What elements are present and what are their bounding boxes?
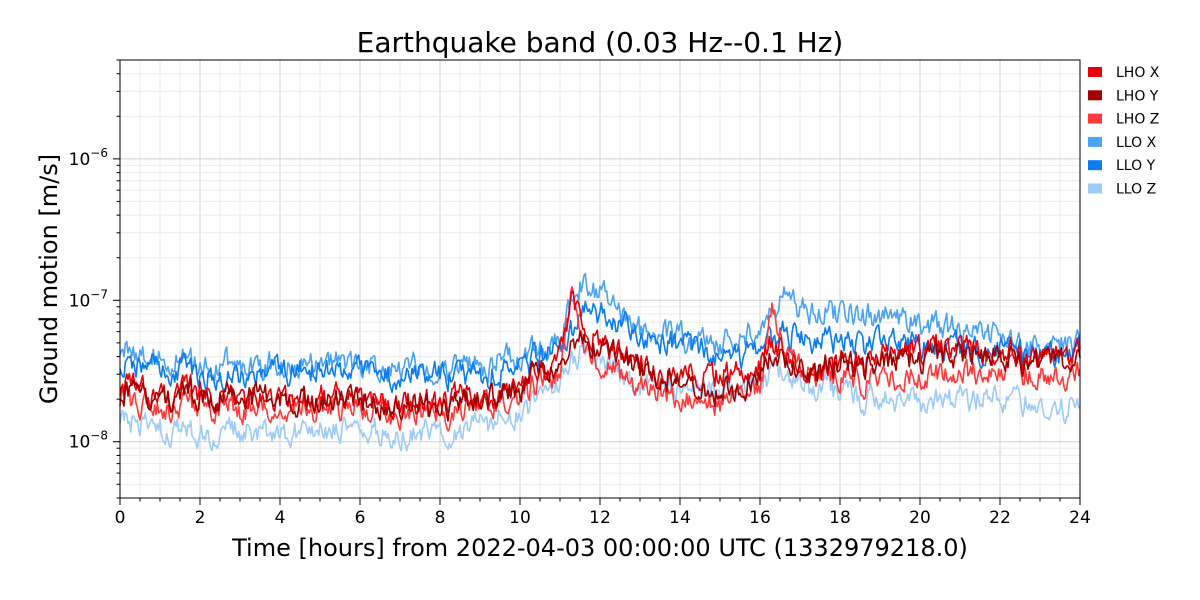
x-tick-label: 24 (1069, 508, 1091, 528)
legend-entry: LLO X (1116, 135, 1157, 151)
legend-swatch (1088, 160, 1102, 171)
legend-swatch (1088, 113, 1102, 124)
x-tick-label: 10 (509, 508, 531, 528)
x-tick-label: 12 (589, 508, 611, 528)
series-line-llo-x (119, 272, 1081, 386)
x-tick-label: 4 (275, 508, 286, 528)
x-tick-label: 0 (115, 508, 126, 528)
y-tick-label: 10−7 (69, 287, 108, 311)
series-line-llo-z (119, 337, 1081, 452)
x-axis-label: Time [hours] from 2022-04-03 00:00:00 UT… (231, 534, 968, 562)
x-tick-label: 20 (909, 508, 931, 528)
y-axis: 10−8 10−7 10−6 (69, 59, 120, 499)
legend-swatch (1088, 67, 1102, 77)
x-tick-label: 18 (829, 508, 851, 528)
legend-entry: LLO Z (1116, 182, 1156, 198)
legend-swatch (1088, 183, 1102, 194)
grid (119, 59, 1081, 499)
y-axis-label: Ground motion [m/s] (35, 154, 63, 404)
chart-title: Earthquake band (0.03 Hz--0.1 Hz) (357, 26, 844, 59)
x-axis: 0 2 4 6 8 10 12 14 16 18 20 22 24 (115, 498, 1091, 528)
legend-swatch (1088, 90, 1102, 101)
y-tick-label: 10−8 (69, 429, 108, 453)
legend-entry: LHO X (1116, 65, 1160, 81)
legend-entry: LHO Z (1116, 112, 1159, 128)
plot-area (119, 272, 1081, 452)
legend-entry: LLO Y (1116, 158, 1156, 174)
x-tick-label: 22 (989, 508, 1011, 528)
legend: LHO X LHO Y LHO Z LLO X LLO Y LLO Z (1088, 65, 1160, 198)
series-line-lho-z (119, 286, 1081, 432)
x-tick-label: 16 (749, 508, 771, 528)
x-tick-label: 14 (669, 508, 691, 528)
x-tick-label: 8 (435, 508, 446, 528)
series-line-lho-x (119, 290, 1081, 421)
series-line-lho-y (119, 330, 1081, 422)
legend-swatch (1088, 136, 1102, 147)
x-tick-label: 2 (195, 508, 206, 528)
legend-entry: LHO Y (1116, 88, 1159, 104)
y-tick-label: 10−6 (69, 146, 108, 170)
x-tick-label: 6 (355, 508, 366, 528)
